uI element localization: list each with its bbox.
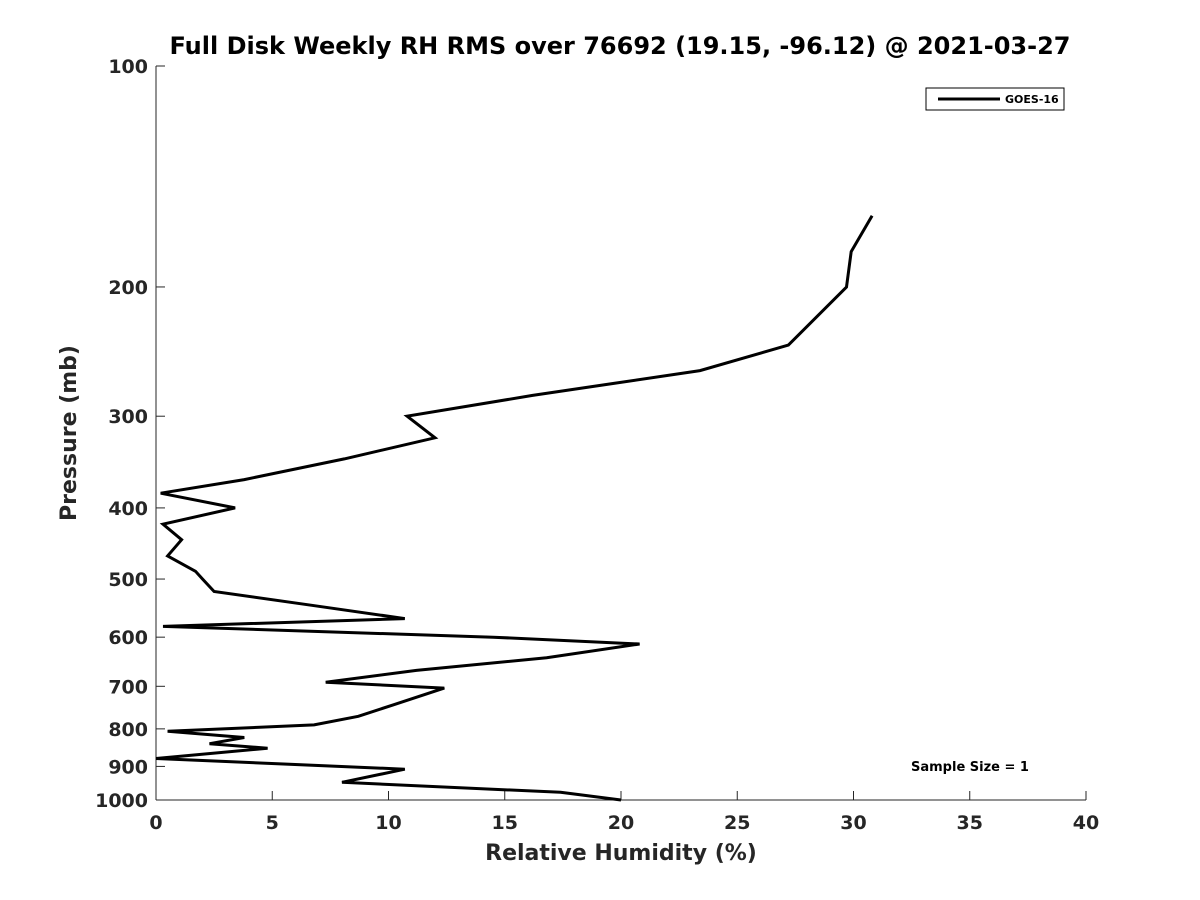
x-axis-label: Relative Humidity (%): [485, 841, 757, 866]
y-tick-label: 400: [108, 498, 148, 520]
x-tick-label: 35: [957, 812, 983, 834]
x-tick-label: 5: [266, 812, 279, 834]
x-ticks: 0 5 10 15 20 25 30 35 40: [149, 791, 1099, 834]
y-axis-label: Pressure (mb): [57, 345, 82, 521]
series-line-goes-16: [155, 215, 874, 802]
y-tick-label: 800: [108, 719, 148, 741]
y-tick-label: 600: [108, 627, 148, 649]
x-tick-label: 20: [608, 812, 634, 834]
y-tick-label: 1000: [95, 790, 148, 812]
y-tick-label: 700: [108, 676, 148, 698]
chart-title: Full Disk Weekly RH RMS over 76692 (19.1…: [169, 32, 1070, 60]
x-tick-label: 10: [375, 812, 401, 834]
legend-label-goes-16: GOES-16: [1005, 93, 1059, 106]
legend: GOES-16: [925, 87, 1065, 111]
y-tick-label: 900: [108, 756, 148, 778]
y-tick-label: 200: [108, 277, 148, 299]
x-tick-label: 15: [492, 812, 518, 834]
y-tick-label: 300: [108, 406, 148, 428]
y-tick-label: 500: [108, 569, 148, 591]
x-tick-label: 30: [840, 812, 866, 834]
y-ticks: 100 200 300 400 500 600 700 800 900 1000: [95, 56, 165, 812]
sample-size-annotation: Sample Size = 1: [911, 760, 1029, 775]
x-tick-label: 40: [1073, 812, 1099, 834]
y-tick-label: 100: [108, 56, 148, 78]
x-tick-label: 25: [724, 812, 750, 834]
x-tick-label: 0: [149, 812, 162, 834]
series-layer: [155, 215, 874, 802]
